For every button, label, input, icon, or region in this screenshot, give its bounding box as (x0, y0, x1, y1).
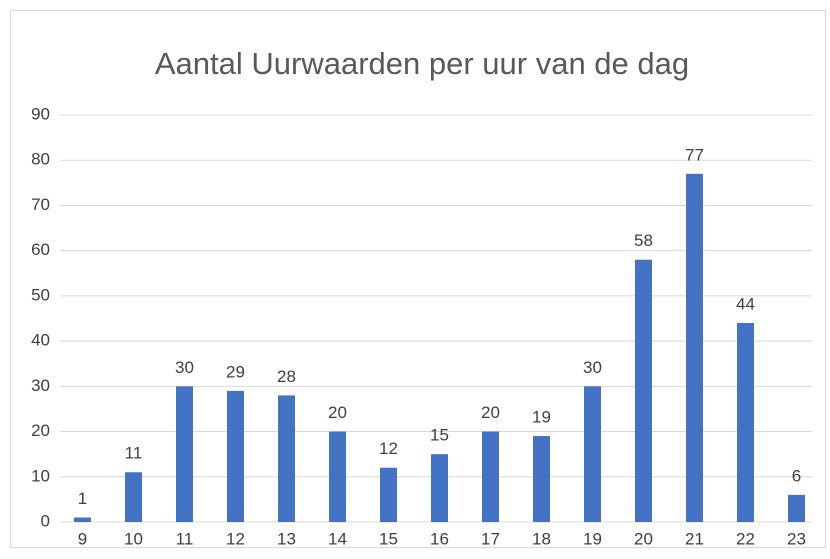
x-tick-label: 14 (328, 529, 347, 548)
x-tick-label: 9 (78, 529, 87, 548)
x-tick-label: 12 (226, 529, 245, 548)
bar (737, 323, 754, 522)
data-label: 6 (792, 466, 801, 485)
data-label: 19 (532, 408, 551, 427)
x-tick-label: 22 (736, 529, 755, 548)
bar (329, 431, 346, 522)
bar (482, 431, 499, 522)
data-label: 58 (634, 231, 653, 250)
data-label: 28 (277, 367, 296, 386)
y-tick-label: 70 (31, 195, 50, 214)
x-tick-label: 10 (124, 529, 143, 548)
x-tick-label: 18 (532, 529, 551, 548)
bar (278, 395, 295, 522)
bar (380, 467, 397, 522)
bar (125, 472, 142, 522)
y-tick-label: 0 (41, 511, 50, 530)
chart-title: Aantal Uurwaarden per uur van de dag (155, 46, 689, 81)
data-label: 30 (175, 358, 194, 377)
x-tick-label: 21 (685, 529, 704, 548)
data-label: 11 (125, 444, 143, 463)
bar (533, 436, 550, 522)
data-label: 1 (78, 489, 87, 508)
data-label: 20 (328, 403, 347, 422)
x-tick-label: 23 (787, 529, 806, 548)
x-tick-label: 11 (176, 529, 194, 548)
bar (788, 494, 805, 522)
bar (635, 259, 652, 522)
data-label: 30 (583, 358, 602, 377)
y-tick-label: 40 (31, 331, 50, 350)
bar (431, 454, 448, 522)
bar (74, 517, 91, 522)
y-tick-label: 10 (31, 466, 50, 485)
x-tick-label: 17 (481, 529, 500, 548)
y-tick-label: 20 (31, 421, 50, 440)
data-label: 15 (430, 426, 449, 445)
x-tick-label: 15 (379, 529, 398, 548)
y-tick-label: 80 (31, 150, 50, 169)
data-label: 12 (379, 439, 398, 458)
bar (176, 386, 193, 522)
y-tick-label: 50 (31, 285, 50, 304)
bar (686, 173, 703, 523)
data-label: 20 (481, 403, 500, 422)
y-tick-label: 60 (31, 240, 50, 259)
data-label: 77 (685, 145, 704, 164)
y-tick-label: 30 (31, 376, 50, 395)
x-tick-label: 13 (277, 529, 296, 548)
data-label: 44 (736, 295, 755, 314)
bar (227, 390, 244, 522)
x-tick-label: 16 (430, 529, 449, 548)
bar (584, 386, 601, 522)
x-tick-label: 20 (634, 529, 653, 548)
chart-border (10, 10, 826, 548)
x-tick-label: 19 (583, 529, 602, 548)
data-label: 29 (226, 362, 245, 381)
y-tick-label: 90 (31, 104, 50, 123)
